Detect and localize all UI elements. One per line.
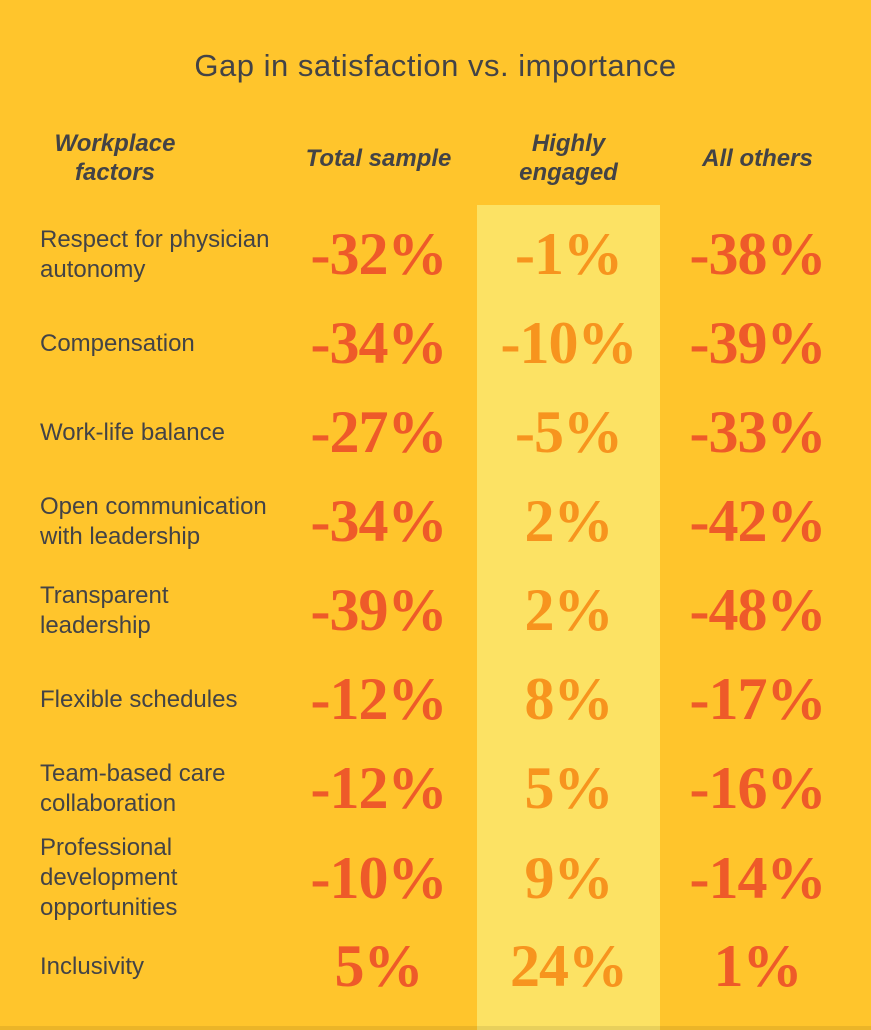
value-cell-highly-engaged: -5% — [477, 398, 660, 467]
value-cell-highly-engaged: -1% — [477, 220, 660, 289]
row-label-cell: Inclusivity — [0, 952, 280, 982]
value-cell-all-others: -39% — [660, 309, 871, 378]
row-label-cell: Professional development opportunities — [0, 833, 280, 923]
value-total-sample: -12% — [310, 666, 448, 732]
row-label: Flexible schedules — [40, 685, 238, 713]
value-highly-engaged: 2% — [524, 488, 614, 554]
value-cell-all-others: -42% — [660, 487, 871, 556]
value-cell-all-others: -38% — [660, 220, 871, 289]
value-cell-total-sample: -39% — [280, 576, 477, 645]
row-label-cell: Transparent leadership — [0, 581, 280, 641]
value-cell-highly-engaged: 2% — [477, 487, 660, 556]
value-total-sample: 5% — [334, 933, 424, 999]
value-all-others: -16% — [689, 755, 827, 821]
value-total-sample: -34% — [310, 310, 448, 376]
value-cell-total-sample: 5% — [280, 932, 477, 1001]
row-label-cell: Respect for physician autonomy — [0, 225, 280, 285]
column-header-highly-engaged: Highly engaged — [477, 129, 660, 187]
value-cell-total-sample: -32% — [280, 220, 477, 289]
value-cell-all-others: -33% — [660, 398, 871, 467]
value-cell-total-sample: -12% — [280, 754, 477, 823]
value-total-sample: -39% — [310, 577, 448, 643]
value-highly-engaged: -5% — [515, 399, 623, 465]
table-row: Work-life balance -27% -5% -33% — [0, 388, 871, 477]
table-body: Respect for physician autonomy -32% -1% -38… — [0, 210, 871, 1011]
value-cell-highly-engaged: 24% — [477, 932, 660, 1001]
value-total-sample: -34% — [310, 488, 448, 554]
value-all-others: -17% — [689, 666, 827, 732]
value-total-sample: -10% — [310, 844, 448, 911]
row-label: Respect for physician autonomy — [40, 225, 270, 283]
value-cell-all-others: -17% — [660, 665, 871, 734]
column-header-workplace-factors-label: Workplace factors — [54, 130, 176, 186]
value-cell-total-sample: -34% — [280, 487, 477, 556]
value-cell-all-others: -16% — [660, 754, 871, 823]
row-label: Inclusivity — [40, 952, 145, 980]
value-cell-all-others: -48% — [660, 576, 871, 645]
value-highly-engaged: 9% — [524, 844, 614, 911]
value-cell-total-sample: -27% — [280, 398, 477, 467]
value-highly-engaged: -1% — [515, 221, 623, 287]
value-all-others: 1% — [713, 933, 803, 999]
value-all-others: -39% — [689, 310, 827, 376]
value-highly-engaged: 8% — [524, 666, 614, 732]
table-row: Compensation -34% -10% -39% — [0, 299, 871, 388]
gap-table: Workplace factors Total sample Highly en… — [0, 112, 871, 1011]
value-total-sample: -32% — [310, 221, 448, 287]
value-all-others: -48% — [689, 577, 827, 643]
row-label: Professional development opportunities — [40, 834, 178, 921]
column-header-highly-engaged-label: Highly engaged — [519, 130, 618, 186]
value-highly-engaged: 2% — [524, 577, 614, 643]
table-row: Respect for physician autonomy -32% -1% -38… — [0, 210, 871, 299]
column-header-total-sample: Total sample — [280, 144, 477, 173]
value-cell-highly-engaged: 9% — [477, 844, 660, 913]
value-cell-total-sample: -34% — [280, 309, 477, 378]
value-all-others: -14% — [689, 844, 827, 911]
value-highly-engaged: -10% — [500, 310, 638, 376]
highlight-column-background — [477, 205, 660, 1030]
value-cell-all-others: -14% — [660, 844, 871, 913]
value-cell-highly-engaged: -10% — [477, 309, 660, 378]
table-row: Transparent leadership -39% 2% -48% — [0, 566, 871, 655]
value-all-others: -38% — [689, 221, 827, 287]
value-cell-highly-engaged: 8% — [477, 665, 660, 734]
table-row: Team-based care collaboration -12% 5% -16% — [0, 744, 871, 833]
value-cell-highly-engaged: 5% — [477, 754, 660, 823]
value-cell-highly-engaged: 2% — [477, 576, 660, 645]
value-highly-engaged: 5% — [524, 755, 614, 821]
value-all-others: -42% — [689, 488, 827, 554]
row-label: Compensation — [40, 329, 195, 357]
row-label-cell: Work-life balance — [0, 418, 280, 448]
row-label: Work-life balance — [40, 418, 225, 446]
row-label: Open communication with leadership — [40, 492, 267, 550]
table-row: Open communication with leadership -34% 2%… — [0, 477, 871, 566]
row-label: Team-based care collaboration — [40, 759, 226, 817]
table-row: Professional development opportunities -1… — [0, 833, 871, 922]
value-cell-total-sample: -10% — [280, 844, 477, 913]
row-label-cell: Team-based care collaboration — [0, 759, 280, 819]
column-header-total-sample-label: Total sample — [305, 144, 452, 172]
column-header-all-others-label: All others — [702, 144, 813, 172]
row-label-cell: Flexible schedules — [0, 685, 280, 715]
value-cell-total-sample: -12% — [280, 665, 477, 734]
page-title: Gap in satisfaction vs. importance — [194, 48, 677, 83]
value-all-others: -33% — [689, 399, 827, 465]
value-total-sample: -12% — [310, 755, 448, 821]
row-label: Transparent leadership — [40, 581, 169, 639]
bottom-edge-shade — [0, 1026, 871, 1030]
column-header-all-others: All others — [660, 144, 871, 173]
value-cell-all-others: 1% — [660, 932, 871, 1001]
table-row: Inclusivity 5% 24% 1% — [0, 922, 871, 1011]
value-total-sample: -27% — [310, 399, 448, 465]
row-label-cell: Compensation — [0, 329, 280, 359]
table-row: Flexible schedules -12% 8% -17% — [0, 655, 871, 744]
column-header-workplace-factors: Workplace factors — [0, 129, 280, 187]
table-header-row: Workplace factors Total sample Highly en… — [0, 112, 871, 204]
value-highly-engaged: 24% — [510, 933, 628, 999]
row-label-cell: Open communication with leadership — [0, 492, 280, 552]
